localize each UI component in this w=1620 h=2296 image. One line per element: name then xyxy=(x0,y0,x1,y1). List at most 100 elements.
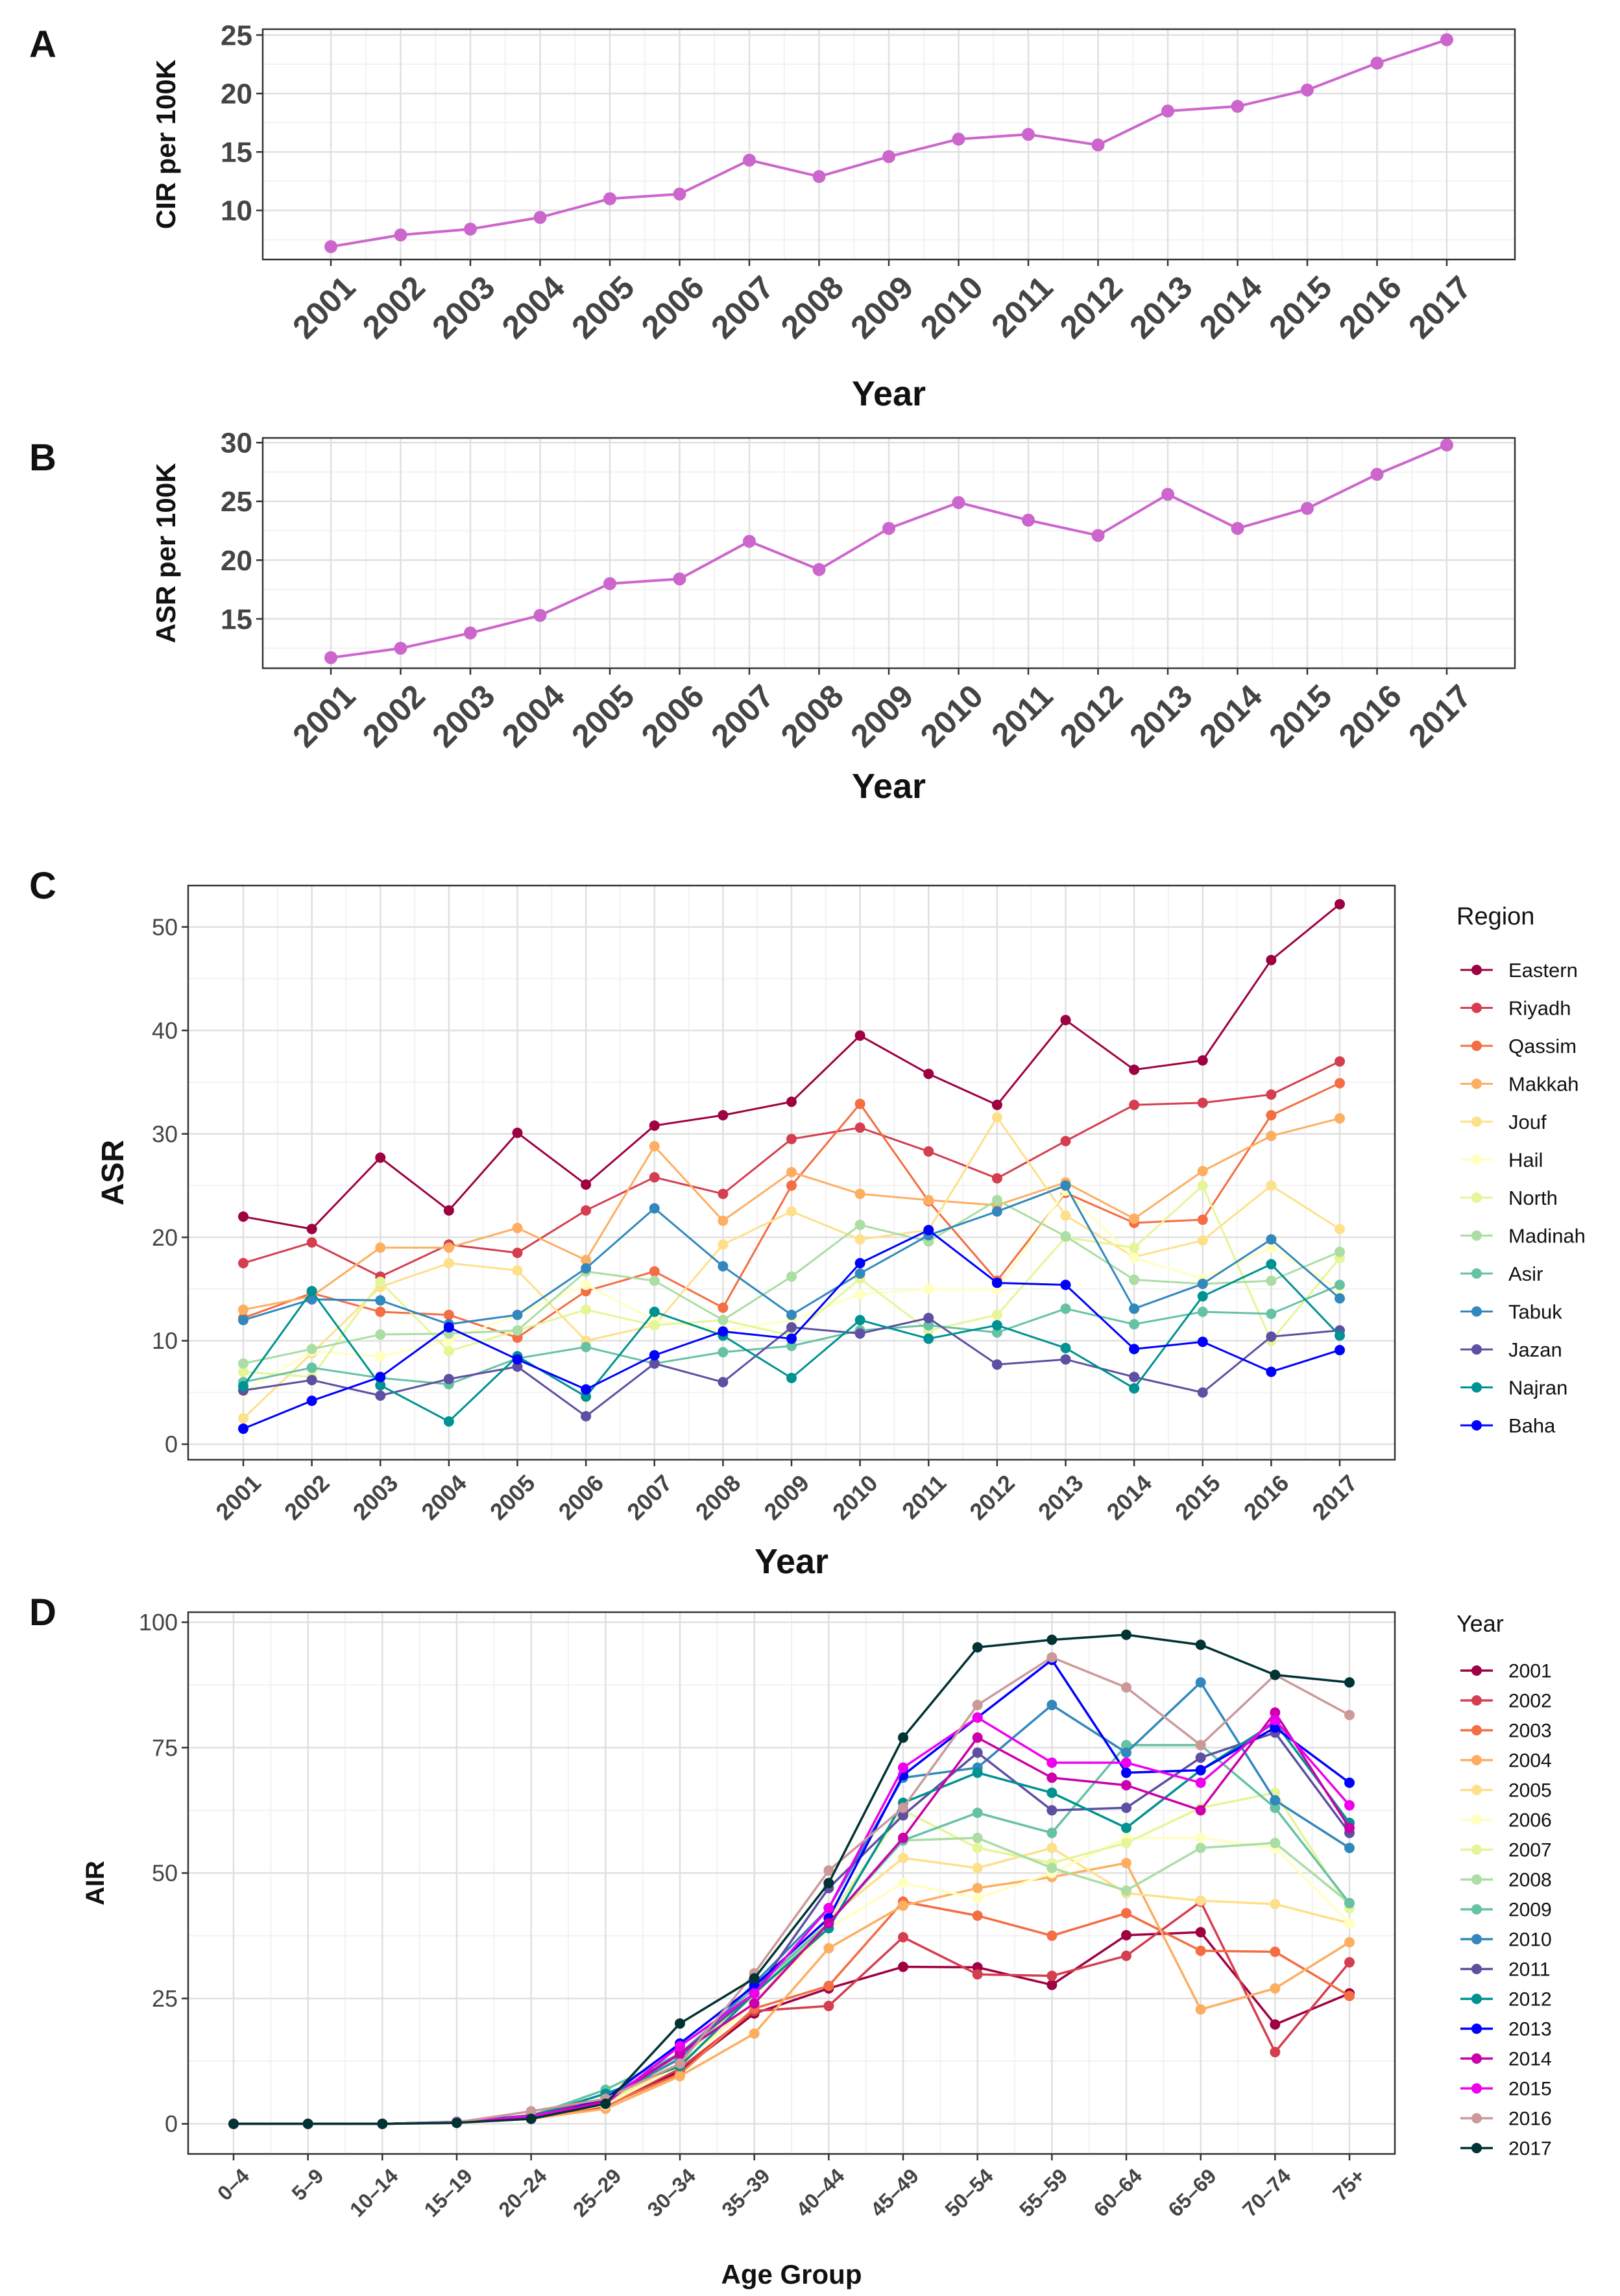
data-point xyxy=(228,2118,239,2129)
data-point xyxy=(375,1295,386,1306)
x-tick-label: 10–14 xyxy=(345,2164,403,2221)
legend-item: North xyxy=(1460,1187,1558,1209)
data-point xyxy=(443,1373,454,1384)
data-point xyxy=(512,1248,523,1259)
data-point xyxy=(1344,1777,1355,1788)
data-point xyxy=(306,1286,317,1297)
legend-label: 2017 xyxy=(1508,2138,1552,2160)
data-point xyxy=(749,1988,760,1999)
legend-label: 2001 xyxy=(1508,1661,1552,1682)
x-tick-label: 2017 xyxy=(1307,1469,1362,1525)
data-point xyxy=(649,1275,660,1287)
data-point xyxy=(718,1261,729,1272)
major-grid xyxy=(263,29,1515,260)
y-tick-label: 0 xyxy=(165,2110,178,2137)
data-point xyxy=(1121,1780,1131,1791)
data-point xyxy=(1195,1843,1206,1854)
legend-item: Hail xyxy=(1460,1148,1543,1171)
legend-item: Baha xyxy=(1460,1414,1556,1437)
data-point xyxy=(1197,1291,1208,1302)
series-baha xyxy=(238,1225,1345,1434)
data-point xyxy=(1370,56,1384,70)
legend-item: Jouf xyxy=(1460,1111,1547,1133)
x-tick-label: 2013 xyxy=(1122,677,1199,754)
data-point xyxy=(306,1294,317,1305)
data-point xyxy=(854,1288,865,1299)
legend-label: 2012 xyxy=(1508,1989,1552,2011)
data-point xyxy=(324,240,337,254)
data-point xyxy=(786,1133,797,1144)
data-point xyxy=(923,1069,934,1080)
data-point xyxy=(649,1306,660,1317)
data-point xyxy=(1046,1700,1058,1711)
legend-item: 2011 xyxy=(1460,1959,1551,1981)
legend-label: 2005 xyxy=(1508,1780,1552,1802)
data-point xyxy=(306,1362,317,1373)
data-point xyxy=(1046,1652,1058,1663)
y-tick-label: 50 xyxy=(152,1860,178,1887)
legend-swatch-dot xyxy=(1471,1904,1482,1915)
panel-label-d: D xyxy=(29,1591,56,1634)
x-tick-label: 2001 xyxy=(210,1469,266,1525)
data-point xyxy=(649,1141,660,1152)
legend-swatch-dot xyxy=(1471,1230,1482,1241)
data-point xyxy=(952,132,965,146)
y-tick-label: 0 xyxy=(165,1431,178,1458)
data-point xyxy=(675,2048,685,2059)
y-axis-title: CIR per 100K xyxy=(151,60,181,229)
data-point xyxy=(786,1309,797,1320)
data-point xyxy=(1440,438,1453,452)
x-tick-label: 2013 xyxy=(1033,1469,1089,1525)
data-point xyxy=(375,1329,386,1340)
data-point xyxy=(718,1302,729,1313)
legend-swatch-dot xyxy=(1471,1002,1482,1013)
y-tick-label: 10 xyxy=(152,1327,178,1354)
legend-swatch-dot xyxy=(1471,1725,1482,1735)
data-point xyxy=(1121,1802,1131,1813)
data-point xyxy=(1335,1056,1345,1067)
data-point xyxy=(1121,1682,1131,1693)
data-point xyxy=(394,228,407,242)
data-point xyxy=(991,1309,1002,1320)
data-point xyxy=(718,1377,729,1388)
x-tick-label: 50–54 xyxy=(940,2164,998,2221)
data-point xyxy=(238,1211,248,1222)
data-point xyxy=(443,1309,454,1320)
legend-swatch-dot xyxy=(1471,1344,1482,1355)
data-point xyxy=(1335,1246,1345,1257)
data-point xyxy=(1266,1331,1277,1342)
data-point xyxy=(512,1128,523,1139)
data-point xyxy=(673,572,686,586)
data-point xyxy=(972,1747,983,1758)
data-point xyxy=(1344,1937,1355,1948)
x-tick-label: 2008 xyxy=(774,269,851,345)
data-point xyxy=(1121,1739,1131,1750)
data-point xyxy=(718,1189,729,1200)
x-tick-label: 60–64 xyxy=(1089,2164,1147,2221)
data-point xyxy=(1335,1330,1345,1341)
data-point xyxy=(375,1242,386,1253)
legend-item: 2010 xyxy=(1460,1929,1552,1951)
data-point xyxy=(375,1152,386,1163)
legend-swatch-dot xyxy=(1471,1665,1482,1676)
data-point xyxy=(238,1366,248,1377)
data-point xyxy=(512,1309,523,1320)
legend-item: 2012 xyxy=(1460,1989,1552,2011)
x-tick-label: 2012 xyxy=(1053,269,1130,345)
x-tick-label: 2009 xyxy=(758,1469,814,1525)
legend: Year 2001 2002 2003 2004 2005 2006 2007 2008 2009… xyxy=(1457,1610,1552,2160)
data-point xyxy=(991,1112,1002,1123)
data-point xyxy=(443,1346,454,1357)
legend-item: 2006 xyxy=(1460,1810,1552,1831)
y-tick-label: 30 xyxy=(221,428,252,459)
x-tick-label: 2017 xyxy=(1401,269,1478,345)
data-point xyxy=(238,1258,248,1269)
series-line xyxy=(234,1634,1350,2125)
legend-label: Tabuk xyxy=(1508,1300,1562,1323)
data-point xyxy=(1266,1366,1277,1377)
data-point xyxy=(526,2106,537,2117)
data-point xyxy=(306,1396,317,1407)
chart-a: 10 15 20 25 20012002200320042005200620072008… xyxy=(151,19,1516,413)
y-tick-label: 25 xyxy=(221,19,252,51)
major-grid xyxy=(263,438,1515,668)
